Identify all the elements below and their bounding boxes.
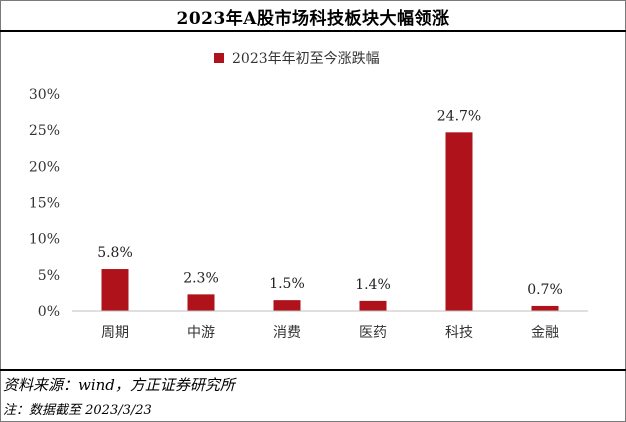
y-tick-label: 30% (29, 87, 60, 103)
x-tick-label: 医药 (359, 325, 387, 341)
note-text: 注：数据截至 2023/3/23 (3, 403, 152, 418)
x-tick-label: 科技 (445, 325, 473, 341)
y-tick-label: 20% (29, 159, 60, 175)
x-axis: 周期 中游 消费 医药 科技 金融 (72, 310, 588, 341)
legend: 2023年年初至今涨跌幅 (214, 50, 380, 67)
legend-swatch (214, 53, 224, 63)
x-tick-label: 周期 (101, 325, 129, 341)
y-tick-label: 25% (29, 123, 60, 139)
title-bar: 2023年A股市场科技板块大幅领涨 (0, 0, 626, 32)
y-axis: 0% 5% 10% 15% 20% 25% 30% (29, 87, 60, 320)
data-label: 1.5% (269, 276, 305, 292)
x-tick-label: 中游 (187, 325, 215, 341)
chart-title: 2023年A股市场科技板块大幅领涨 (176, 9, 450, 29)
source-text: 资料来源：wind，方正证券研究所 (3, 376, 235, 394)
bar-4 (359, 300, 387, 311)
bar-chart: 2023年年初至今涨跌幅 0% 5% 10% 15% 20% 25% 30% 5.8% 2.3… (29, 50, 588, 341)
footer-rule (0, 369, 626, 371)
bars (101, 132, 559, 311)
bar-6 (531, 305, 559, 311)
data-label: 1.4% (355, 277, 391, 293)
bar-5 (445, 132, 473, 311)
x-tick-label: 金融 (531, 325, 559, 341)
bar-2 (187, 294, 215, 311)
y-tick-label: 10% (29, 232, 60, 248)
bar-1 (101, 269, 129, 311)
bar-3 (273, 300, 301, 311)
data-labels: 5.8% 2.3% 1.5% 1.4% 24.7% 0.7% (97, 108, 563, 298)
y-tick-label: 0% (38, 304, 60, 320)
y-tick-label: 5% (38, 268, 60, 284)
data-label: 2.3% (183, 270, 219, 286)
legend-label: 2023年年初至今涨跌幅 (232, 50, 380, 67)
data-label: 5.8% (97, 245, 133, 261)
x-tick-label: 消费 (273, 325, 301, 341)
data-label: 0.7% (527, 282, 563, 298)
data-label: 24.7% (437, 108, 481, 124)
y-tick-label: 15% (29, 196, 60, 212)
